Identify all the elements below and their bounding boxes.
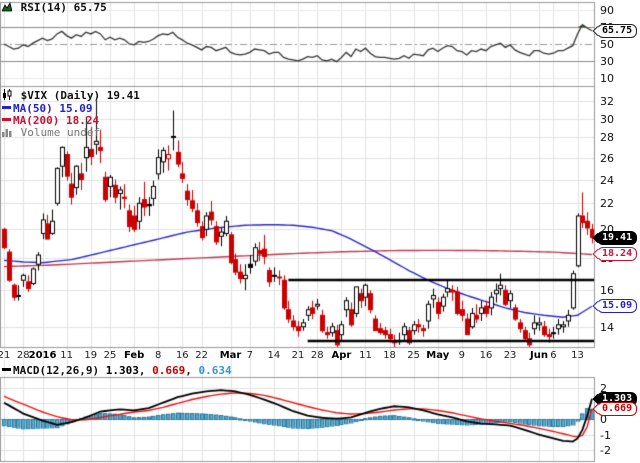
x-tick-label: 18 [383,350,396,361]
price-y-tick-label: 28 [600,131,614,145]
rsi-value: 65.75 [73,1,107,14]
macd-y-tick-label: -2 [600,444,611,458]
symbol-label: $VIX (Daily) [20,89,101,102]
ma200-legend: MA(200) 18.24 [2,114,99,127]
x-tick-label: 28 [310,350,324,361]
ma50-value: 15.09 [59,102,93,115]
macd-signal-value: 0.669 [152,364,186,377]
symbol-legend: $VIX (Daily) 19.41 [2,89,140,103]
x-tick-label: 9 [458,350,466,361]
rsi-y-tick-label: 50 [600,38,614,51]
x-tick-label: 21 [291,350,305,361]
x-tick-label: 25 [103,350,117,361]
x-tick-label: Apr [331,350,352,361]
macd-line-icon [2,368,11,371]
ma50-line-icon [2,106,11,109]
x-tick-label: 21 [0,350,11,361]
x-tick-label: 25 [407,350,421,361]
x-tick-label: 2016 [28,350,57,361]
macd-hist-value: 0.634 [198,364,232,377]
rsi-y-tick-label: 30 [600,54,614,68]
rsi-last-value-tag: 65.75 [597,23,638,38]
macd-y-tick-label: 0 [600,413,607,426]
ma200-value-tag: 18.24 [597,247,638,262]
rsi-label: RSI(14) [20,1,67,14]
price-y-tick-label: 24 [600,173,614,187]
x-tick-label: 13 [571,350,584,361]
volume-legend: Volume undef [2,126,100,140]
x-tick-label: 7 [246,350,253,361]
x-tick-label: May [426,350,450,361]
macd-label: MACD(12,26,9) [13,364,100,377]
rsi-y-tick-label: 10 [600,71,614,85]
ma200-value: 18.24 [65,114,100,127]
x-tick-label: 19 [84,350,98,361]
x-tick-label: 23 [503,350,517,361]
price-y-tick-label: 32 [600,94,614,108]
area-chart-icon [1,1,13,15]
macd-y-tick-label: -1 [600,428,611,442]
ma200-line-icon [2,118,11,121]
rsi-legend: RSI(14) 65.75 [1,1,107,15]
macd-y-tick-label: 2 [600,381,607,395]
price-y-tick-label: 14 [600,320,614,334]
rsi-y-tick-label: 90 [600,4,614,18]
comma: , [138,364,146,377]
x-tick-label: 11 [359,350,372,361]
x-tick-label: 11 [60,350,74,361]
price-y-tick-label: 26 [600,151,614,165]
ma50-label: MA(50) [13,102,53,115]
ma200-label: MA(200) [13,114,60,127]
x-tick-label: 28 [16,350,30,361]
price-y-tick-label: 22 [600,197,614,211]
ma50-legend: MA(50) 15.09 [2,102,93,115]
x-tick-label: 6 [550,350,557,361]
macd-legend: MACD(12,26,9) 1.303, 0.669, 0.634 [2,364,232,377]
symbol-last-value: 19.41 [106,89,140,102]
candlestick-icon [2,89,12,103]
x-tick-label: 8 [155,350,162,361]
ma50-value-tag: 15.09 [597,299,638,314]
comma: , [185,364,192,377]
price-y-tick-label: 16 [600,284,614,298]
macd-value: 1.303 [105,364,139,377]
volume-value: undef [67,126,101,139]
price-y-tick-label: 30 [600,112,614,126]
x-tick-label: 16 [175,350,189,361]
x-tick-label: Feb [123,350,145,361]
x-tick-label: Mar [219,350,242,361]
macd-signal-value-tag: 0.669 [597,401,638,416]
x-tick-label: 16 [479,350,493,361]
volume-bars-icon [2,127,12,140]
price-last-value-tag: 19.41 [597,230,638,245]
volume-label: Volume [20,126,61,139]
x-tick-label: 22 [195,350,208,361]
x-tick-label: 14 [267,350,281,361]
x-tick-label: Jun [529,350,548,361]
